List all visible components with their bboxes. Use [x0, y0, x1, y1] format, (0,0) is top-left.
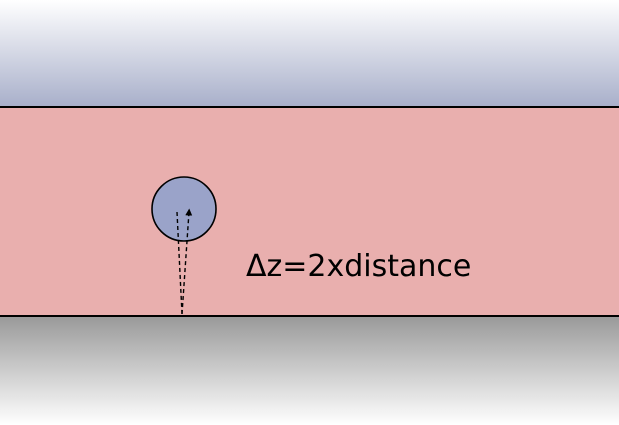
equation-label: Δz=2xdistance [246, 249, 471, 284]
bottom-region [0, 316, 619, 425]
top-region [0, 0, 619, 107]
middle-layer [0, 107, 619, 316]
dashed-path-down [176, 211, 183, 315]
dashed-path-up-arrow [181, 208, 193, 315]
particle-circle [151, 176, 217, 242]
